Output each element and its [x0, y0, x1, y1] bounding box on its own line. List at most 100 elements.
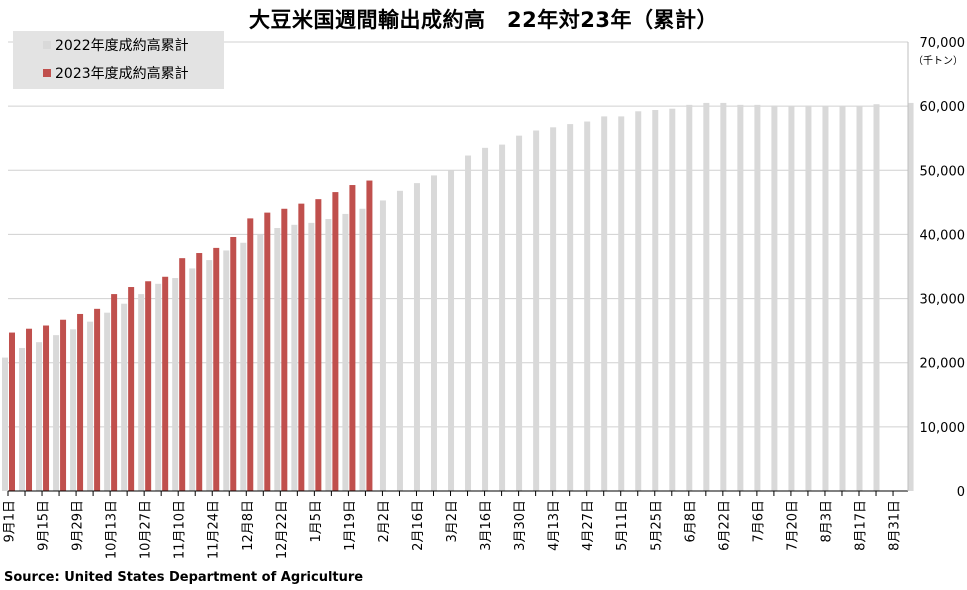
bar-2022	[567, 124, 574, 492]
x-tick-label: 3月2日	[445, 500, 460, 543]
bar-2022	[652, 109, 659, 492]
bar-2023	[94, 308, 101, 491]
bar-2022	[465, 155, 472, 492]
x-tick-label: 10月27日	[139, 500, 154, 559]
x-tick-label: 2月2日	[377, 500, 392, 543]
bar-2022	[223, 250, 230, 491]
bar-2022	[291, 224, 298, 492]
bar-2022	[155, 283, 162, 491]
bar-2022	[396, 190, 403, 491]
x-tick-label: 4月13日	[547, 500, 562, 551]
bar-2022	[584, 121, 591, 491]
bar-2023	[298, 203, 305, 491]
bar-2022	[379, 200, 386, 491]
bar-2022	[121, 303, 128, 491]
x-tick-label: 6月22日	[717, 500, 732, 551]
bar-2022	[308, 222, 315, 491]
bar-2022	[189, 268, 196, 491]
legend-label-2022: 2022年度成約高累計	[55, 38, 189, 54]
x-tick-label: 6月8日	[683, 500, 698, 543]
bar-2022	[2, 357, 8, 491]
bar-2022	[448, 170, 455, 492]
x-tick-label: 7月6日	[751, 500, 766, 543]
bar-2023	[26, 328, 33, 491]
y-tick-label: 60,000	[920, 100, 966, 115]
legend-label-2023: 2023年度成約高累計	[55, 66, 189, 82]
bar-2023	[281, 208, 288, 491]
bar-2022	[413, 183, 420, 491]
bar-2023	[230, 236, 237, 491]
x-tick-label: 8月17日	[854, 500, 869, 551]
bars-layer	[2, 102, 914, 492]
y-tick-label: 70,000	[920, 36, 966, 51]
y-tick-label: 30,000	[920, 293, 966, 308]
bar-2022	[257, 234, 264, 491]
bar-2022	[618, 116, 625, 492]
bar-2022	[431, 175, 437, 491]
x-tick-label: 3月30日	[513, 500, 528, 551]
x-tick-label: 8月31日	[888, 500, 903, 551]
bar-2023	[196, 253, 203, 491]
x-tick-label: 1月5日	[309, 500, 324, 543]
bar-2022	[669, 108, 676, 492]
legend-item-2022: 2022年度成約高累計	[43, 35, 189, 55]
x-tick-label: 5月11日	[615, 500, 630, 551]
bar-2023	[213, 247, 220, 491]
x-tick-label: 9月15日	[37, 500, 52, 551]
x-tick-label: 2月16日	[411, 500, 426, 551]
chart-title: 大豆米国週間輸出成約高 22年対23年（累計）	[249, 8, 718, 32]
bar-2023	[332, 192, 339, 491]
y-tick-label: 10,000	[920, 421, 966, 436]
axis-layer: 0 10,000 20,000 30,000 40,000 50,000 60,000 70,…	[3, 36, 966, 559]
bar-2022	[172, 278, 179, 491]
x-tick-label: 12月22日	[275, 500, 290, 559]
x-tick-label: 4月27日	[581, 500, 596, 551]
bar-2022	[53, 335, 60, 491]
bar-2023	[366, 180, 373, 491]
bar-2022	[342, 213, 349, 491]
x-tick-label: 10月13日	[105, 500, 120, 559]
y-tick-label: 40,000	[920, 228, 966, 243]
bar-2022	[601, 116, 608, 492]
bar-2022	[499, 144, 506, 491]
bar-2022	[822, 106, 829, 492]
bar-2022	[70, 329, 77, 491]
bar-2022	[240, 242, 247, 491]
x-tick-label: 11月24日	[207, 500, 222, 559]
x-tick-label: 1月19日	[343, 500, 358, 551]
bar-2022	[839, 106, 846, 492]
x-tick-label: 12月8日	[241, 500, 256, 551]
bar-2023	[111, 294, 118, 491]
bar-2022	[104, 312, 111, 491]
legend: 2022年度成約高累計 2023年度成約高累計	[13, 31, 224, 89]
bar-2023	[128, 287, 135, 491]
bar-2022	[686, 104, 693, 492]
bar-2022	[805, 105, 812, 491]
bar-2022	[635, 111, 642, 491]
bar-2022	[516, 135, 523, 492]
bar-2022	[359, 208, 366, 491]
x-tick-label: 11月10日	[173, 500, 188, 559]
legend-swatch-2022	[43, 41, 51, 49]
bar-2022	[87, 321, 94, 491]
bar-2023	[60, 319, 67, 491]
bar-2022	[533, 130, 540, 491]
x-tick-label: 3月16日	[479, 500, 494, 551]
bar-2022	[36, 342, 43, 491]
x-tick-label: 5月25日	[649, 500, 664, 551]
x-tick-label: 9月1日	[3, 500, 18, 543]
bar-2023	[247, 218, 254, 491]
bar-2023	[315, 199, 322, 491]
legend-item-2023: 2023年度成約高累計	[43, 63, 189, 83]
bar-2023	[264, 212, 271, 491]
bar-2023	[179, 258, 186, 491]
source-note: Source: United States Department of Agri…	[4, 570, 364, 585]
x-tick-label: 9月29日	[71, 500, 86, 551]
bar-2023	[9, 332, 15, 491]
bar-2022	[720, 102, 727, 491]
bar-2022	[138, 294, 145, 491]
bar-2023	[162, 276, 169, 491]
bar-2022	[737, 104, 744, 492]
x-tick-label: 8月3日	[819, 500, 834, 543]
